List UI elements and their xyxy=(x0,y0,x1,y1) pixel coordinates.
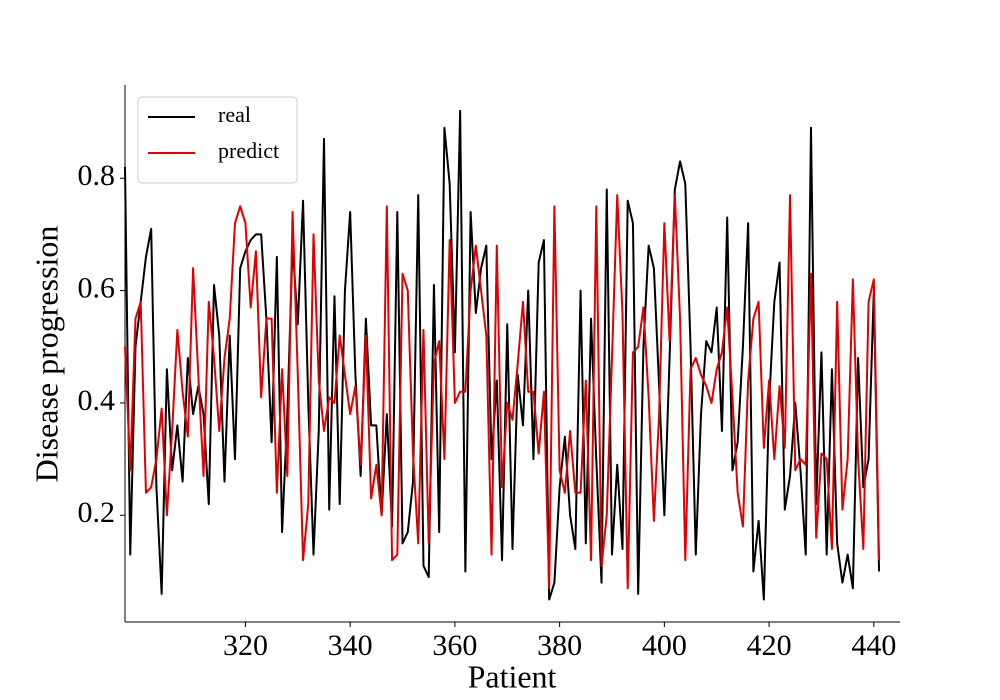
x-tick-label: 380 xyxy=(537,629,582,662)
legend-frame xyxy=(137,96,298,184)
legend: real predict xyxy=(137,96,298,184)
x-tick-label: 320 xyxy=(223,629,268,662)
x-tick-label: 360 xyxy=(432,629,477,662)
x-tick-label: 420 xyxy=(747,629,792,662)
x-tick-label: 440 xyxy=(851,629,896,662)
y-tick-label: 0.2 xyxy=(78,496,116,529)
series-line xyxy=(124,194,881,590)
legend-label: real xyxy=(218,102,251,127)
legend-label: predict xyxy=(218,138,279,163)
series-line xyxy=(124,109,881,601)
x-tick-label: 400 xyxy=(642,629,687,662)
x-tick-label: 340 xyxy=(328,629,373,662)
y-tick-label: 0.8 xyxy=(78,159,116,192)
x-axis-label: Patient xyxy=(468,658,557,694)
y-axis-label: Disease progression xyxy=(28,226,64,483)
y-tick-label: 0.6 xyxy=(78,271,116,304)
y-tick-label: 0.4 xyxy=(78,384,116,417)
